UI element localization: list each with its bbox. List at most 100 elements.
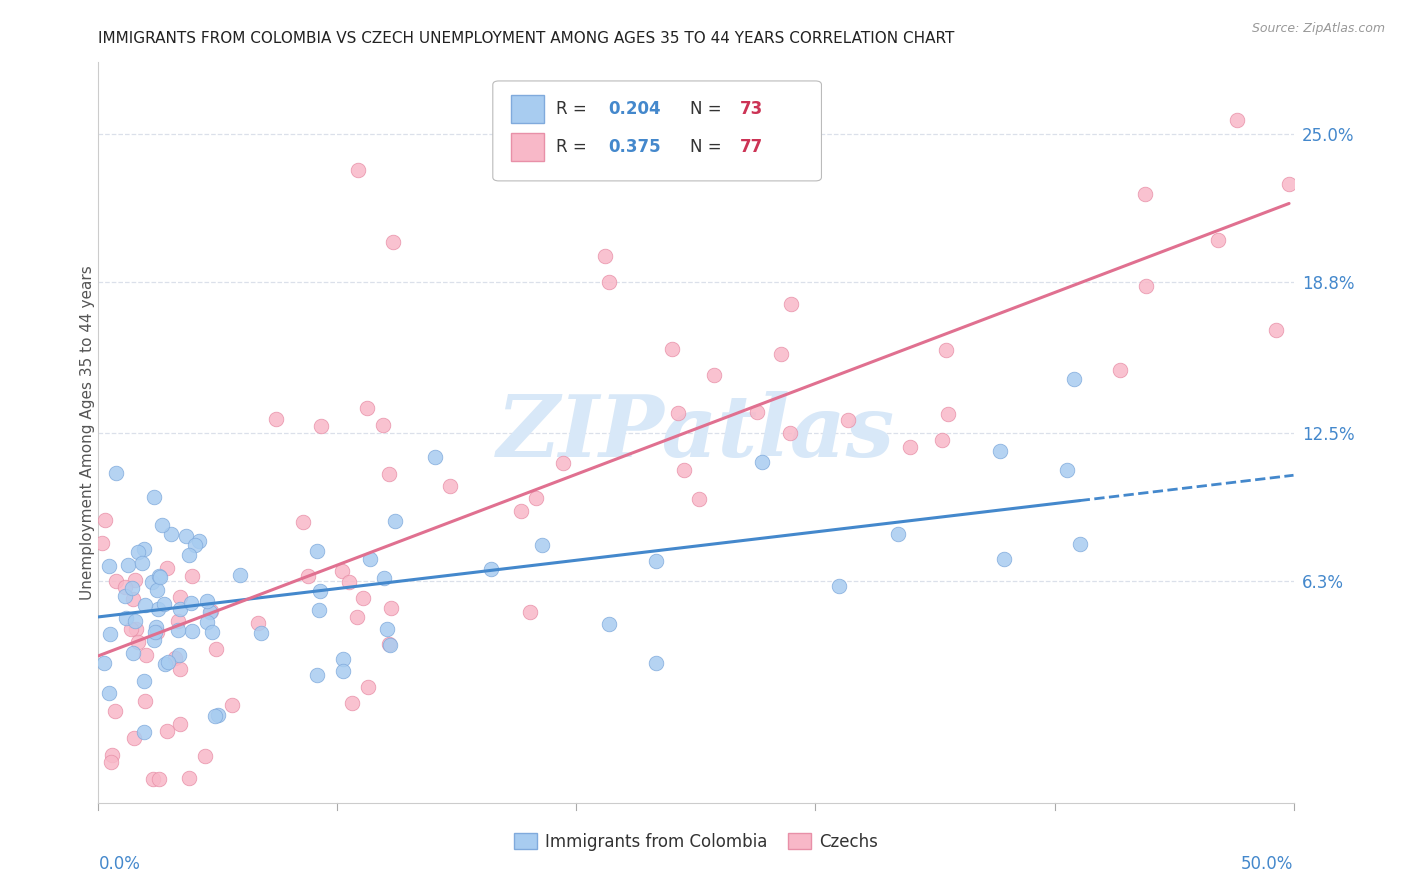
Point (134, 694, 156, 708)
Point (97, 559, 120, 574)
Point (666, 406, 689, 420)
Text: 50.0%: 50.0% (1241, 855, 1294, 873)
Point (156, 724, 179, 739)
Point (886, 526, 908, 541)
Point (645, 554, 668, 568)
Point (352, 591, 374, 605)
Point (135, 648, 157, 662)
Point (1069, 537, 1091, 551)
Point (378, 467, 401, 481)
Point (142, 490, 165, 504)
Point (169, 591, 191, 605)
Point (330, 565, 353, 579)
Point (122, 646, 145, 660)
Point (229, 568, 252, 582)
Point (134, 725, 156, 739)
Point (993, 552, 1015, 566)
Text: IMMIGRANTS FROM COLOMBIA VS CZECH UNEMPLOYMENT AMONG AGES 35 TO 44 YEARS CORRELA: IMMIGRANTS FROM COLOMBIA VS CZECH UNEMPL… (98, 31, 955, 46)
Point (153, 657, 176, 672)
Point (114, 580, 136, 594)
Point (703, 368, 725, 383)
Point (779, 297, 801, 311)
Point (598, 617, 620, 632)
Point (380, 601, 402, 615)
Point (121, 581, 143, 595)
Point (898, 440, 921, 454)
Point (373, 571, 395, 585)
Point (195, 594, 218, 608)
Point (308, 603, 330, 617)
Point (382, 235, 405, 249)
Text: ZIPatlas: ZIPatlas (496, 391, 896, 475)
Point (166, 623, 188, 637)
Point (593, 249, 616, 263)
Point (91, 535, 114, 549)
Point (291, 515, 314, 529)
Text: R =: R = (557, 100, 592, 118)
Point (160, 526, 183, 541)
Point (250, 626, 273, 640)
Point (100, 748, 122, 763)
Y-axis label: Unemployment Among Ages 35 to 44 years: Unemployment Among Ages 35 to 44 years (80, 265, 94, 600)
Point (114, 589, 136, 603)
Point (195, 615, 218, 630)
Point (530, 538, 553, 552)
Point (672, 463, 695, 477)
Point (307, 543, 329, 558)
FancyBboxPatch shape (510, 95, 544, 123)
Point (117, 558, 139, 572)
Point (169, 662, 191, 676)
Point (988, 444, 1011, 458)
Point (661, 342, 683, 356)
Point (510, 504, 533, 518)
Text: 77: 77 (740, 138, 763, 156)
Point (125, 622, 148, 636)
Point (146, 625, 169, 640)
Point (779, 425, 801, 440)
Point (141, 574, 163, 589)
Point (169, 717, 191, 731)
Point (337, 575, 360, 590)
Point (936, 407, 959, 421)
Point (332, 652, 354, 666)
Point (167, 648, 190, 662)
Point (122, 731, 145, 745)
Point (177, 548, 200, 562)
Point (347, 162, 370, 177)
Point (156, 655, 179, 669)
Point (105, 466, 128, 480)
Point (346, 610, 368, 624)
Point (150, 517, 173, 532)
Point (751, 455, 773, 469)
Point (177, 771, 200, 785)
Point (247, 615, 270, 630)
Point (1278, 177, 1301, 191)
Point (169, 602, 191, 616)
Point (121, 591, 143, 606)
Text: 0.204: 0.204 (609, 100, 661, 118)
Point (114, 611, 136, 625)
Point (167, 614, 190, 628)
Point (124, 614, 146, 628)
Point (935, 343, 957, 357)
Point (187, 533, 209, 548)
Point (100, 755, 122, 769)
Point (180, 569, 202, 583)
Point (198, 606, 221, 620)
Text: 0.375: 0.375 (609, 138, 661, 156)
FancyBboxPatch shape (494, 81, 821, 181)
Point (120, 622, 142, 636)
Text: N =: N = (690, 100, 727, 118)
Point (526, 491, 548, 505)
Point (201, 624, 224, 639)
Point (342, 696, 364, 710)
Point (156, 561, 179, 575)
Text: Source: ZipAtlas.com: Source: ZipAtlas.com (1251, 22, 1385, 36)
FancyBboxPatch shape (510, 133, 544, 161)
Point (1109, 363, 1132, 377)
Point (207, 707, 229, 722)
Point (645, 656, 668, 670)
Point (931, 434, 953, 448)
Point (145, 620, 167, 634)
Point (134, 542, 156, 557)
